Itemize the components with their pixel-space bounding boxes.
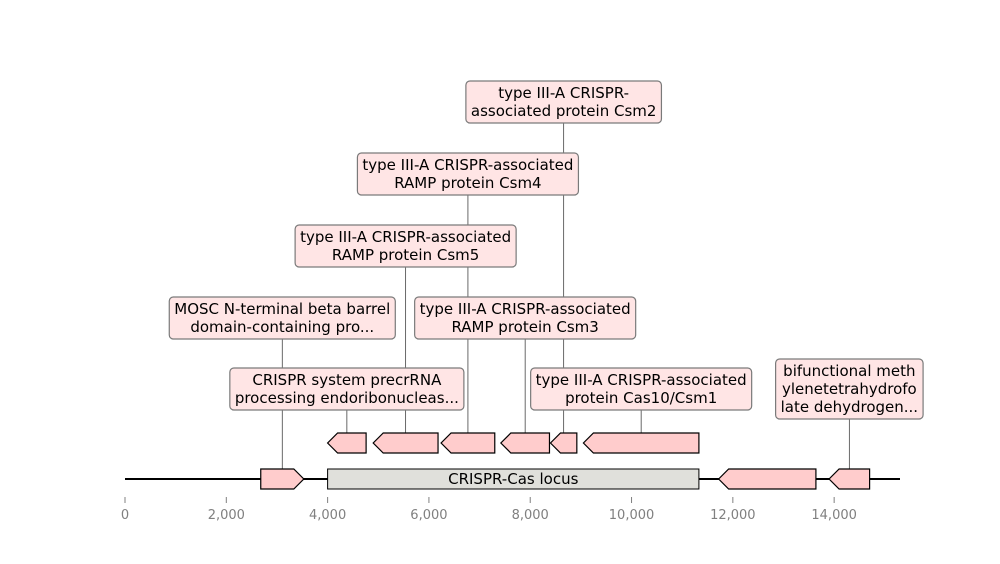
gene-label-box [294, 224, 517, 268]
gene-label-line: RAMP protein Csm3 [451, 318, 598, 336]
axis-tick-label: 6,000 [410, 508, 447, 523]
gene-label-line: type III-A CRISPR-associated [300, 228, 511, 246]
gene-label-box [229, 367, 465, 411]
gene-label-box [168, 296, 396, 340]
region-box [327, 468, 700, 490]
gene-label-line: type III-A CRISPR-associated [362, 156, 573, 174]
gene-label-line: RAMP protein Csm4 [394, 174, 541, 192]
gene-label-csm2: type III-A CRISPR-associated protein Csm… [465, 80, 663, 124]
gene-label-line: late dehydrogen... [781, 398, 918, 416]
gene-label-box [356, 152, 580, 196]
gene-label-line: type III-A CRISPR- [498, 84, 629, 102]
axis-tick-label: 8,000 [512, 508, 549, 523]
gene-arrow-folD [717, 468, 817, 490]
gene-arrow-mthfd [828, 468, 871, 490]
gene-label-line: MOSC N-terminal beta barrel [174, 300, 390, 318]
gene-label-box [465, 80, 663, 124]
gene-arrow-csm5 [372, 432, 439, 454]
gene-label-line: RAMP protein Csm5 [332, 246, 479, 264]
gene-label-line: type III-A CRISPR-associated [536, 371, 747, 389]
gene-label-line: CRISPR system precrRNA [252, 371, 442, 389]
gene-label-line: type III-A CRISPR-associated [420, 300, 631, 318]
gene-arrow-csm4 [440, 432, 496, 454]
gene-label-line: domain-containing pro... [190, 318, 374, 336]
gene-label-line: protein Cas10/Csm1 [565, 389, 717, 407]
gene-arrow-csm3 [500, 432, 551, 454]
gene-label-box [775, 358, 924, 420]
gene-label-box [414, 296, 637, 340]
gene-label-line: bifunctional meth [783, 362, 915, 380]
gene-arrows [260, 432, 871, 490]
gene-arrow-cas10 [582, 432, 700, 454]
x-axis: 0 2,000 4,000 6,000 8,000 10,000 12,000 14,000 [121, 497, 857, 523]
gene-label-mosc: MOSC N-terminal beta barreldomain-contai… [168, 296, 396, 340]
gene-arrow-cas6 [326, 432, 367, 454]
axis-tick-label: 14,000 [811, 508, 857, 523]
gene-label-box [530, 367, 753, 411]
gene-labels: MOSC N-terminal beta barreldomain-contai… [168, 80, 924, 420]
axis-tick-label: 2,000 [208, 508, 245, 523]
axis-tick-label: 12,000 [710, 508, 756, 523]
gene-arrow-csm2 [549, 432, 578, 454]
gene-label-line: processing endoribonucleas... [235, 389, 459, 407]
gene-arrow-mosc [260, 468, 305, 490]
gene-label-line: ylenetetrahydrofo [782, 380, 917, 398]
region-label: CRISPR-Cas locus [448, 470, 578, 488]
gene-label-line: associated protein Csm2 [471, 102, 657, 120]
axis-tick-label: 0 [121, 508, 129, 523]
crispr-cas-locus-region: CRISPR-Cas locus [327, 468, 700, 490]
axis-tick-label: 10,000 [609, 508, 655, 523]
axis-tick-label: 4,000 [309, 508, 346, 523]
